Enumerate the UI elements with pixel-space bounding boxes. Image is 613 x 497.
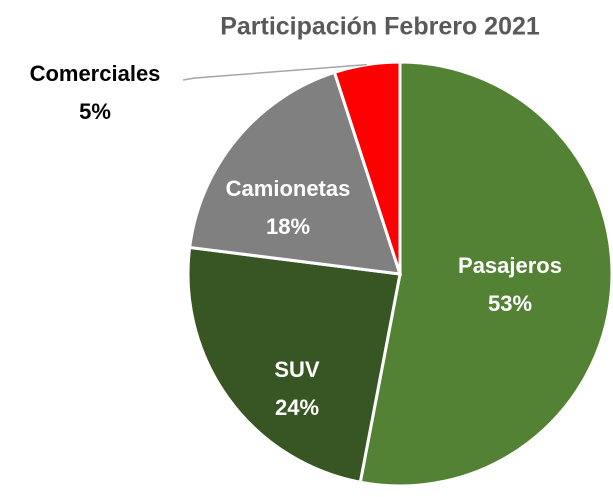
pie-slice (358, 60, 613, 488)
slice-label: Pasajeros (458, 253, 562, 278)
slice-label: Comerciales (30, 61, 161, 86)
slice-value-label: 53% (488, 291, 532, 316)
slice-label: SUV (274, 357, 320, 382)
slice-value-label: 18% (266, 214, 310, 239)
chart-title: Participación Febrero 2021 (220, 13, 540, 41)
slice-value-label: 5% (79, 99, 111, 124)
pie-slice (187, 70, 403, 276)
slice-value-label: 24% (275, 395, 319, 420)
slice-label: Camionetas (226, 176, 351, 201)
leader-line (182, 63, 367, 81)
pie-slice (186, 245, 402, 485)
